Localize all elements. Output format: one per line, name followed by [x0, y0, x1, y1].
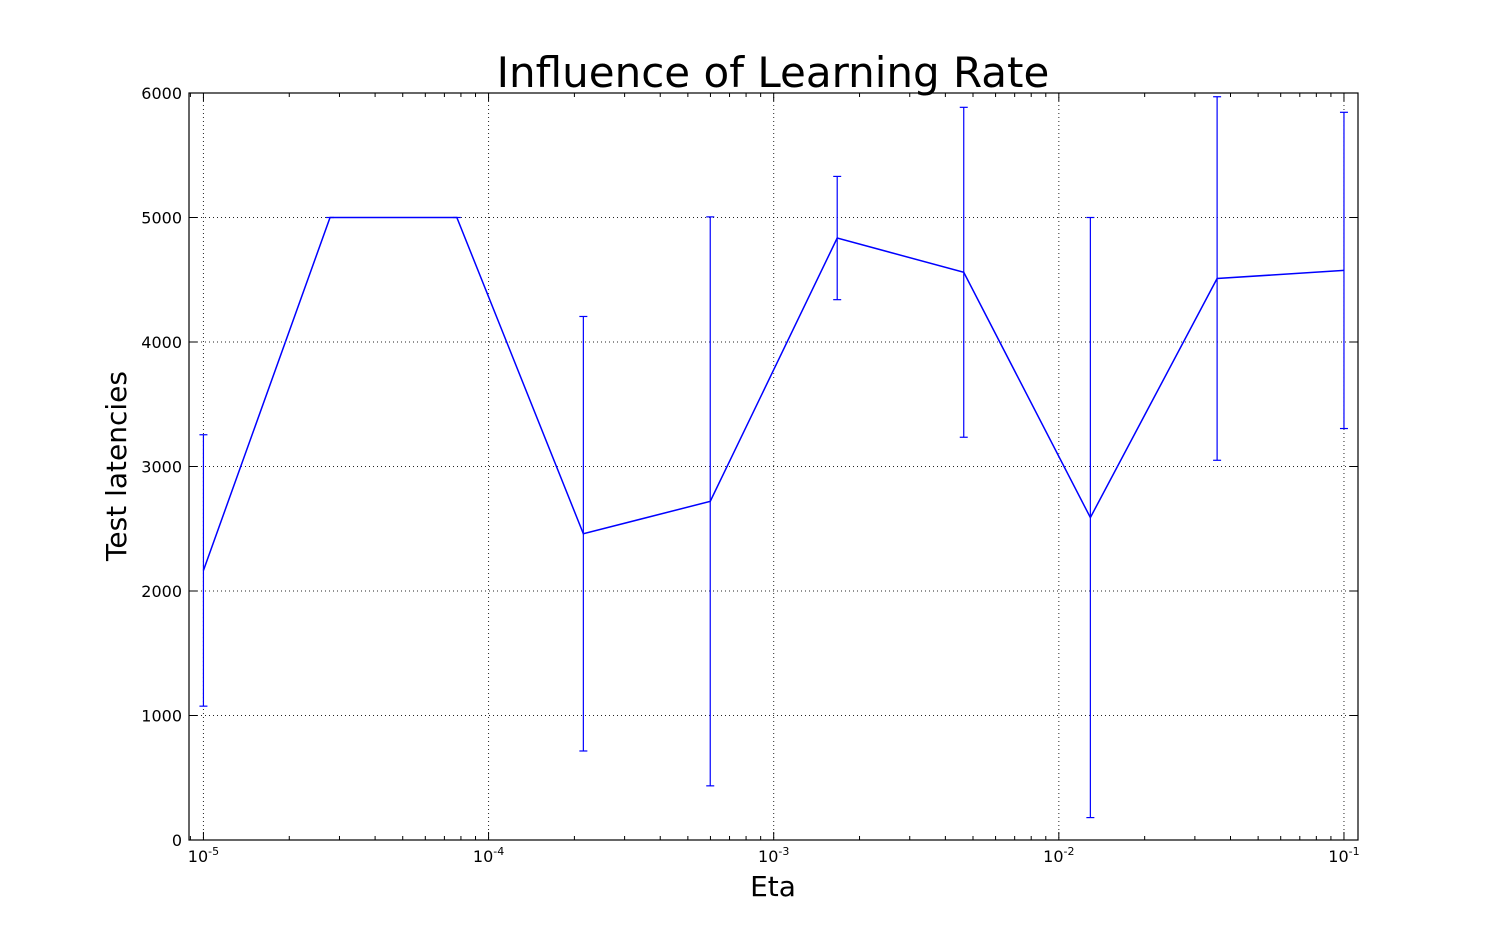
y-tick-label: 6000	[141, 84, 182, 103]
series-layer	[202, 216, 1345, 571]
x-tick-labels: 10-5 10-4 10-3 10-2 10-1	[188, 845, 1360, 866]
tick-layer	[189, 92, 1358, 841]
x-axis-label: Eta	[750, 870, 796, 903]
x-tick-label: 10-3	[758, 845, 789, 866]
y-tick-label: 1000	[141, 707, 182, 726]
x-tick-label: 10-5	[188, 845, 219, 866]
y-axis-label: Test latencies	[100, 371, 133, 562]
y-tick-label: 5000	[141, 209, 182, 228]
y-tick-label: 4000	[141, 333, 182, 352]
series-line	[202, 216, 1345, 571]
y-tick-label: 3000	[141, 458, 182, 477]
x-tick-label: 10-4	[473, 845, 504, 866]
y-tick-labels: 0 1000 2000 3000 4000 5000 6000	[141, 84, 182, 850]
y-tick-label: 0	[172, 831, 182, 850]
grid-layer	[189, 93, 1358, 840]
x-tick-label: 10-2	[1043, 845, 1074, 866]
chart-title: Influence of Learning Rate	[497, 48, 1050, 97]
y-tick-label: 2000	[141, 582, 182, 601]
x-tick-label: 10-1	[1328, 845, 1359, 866]
